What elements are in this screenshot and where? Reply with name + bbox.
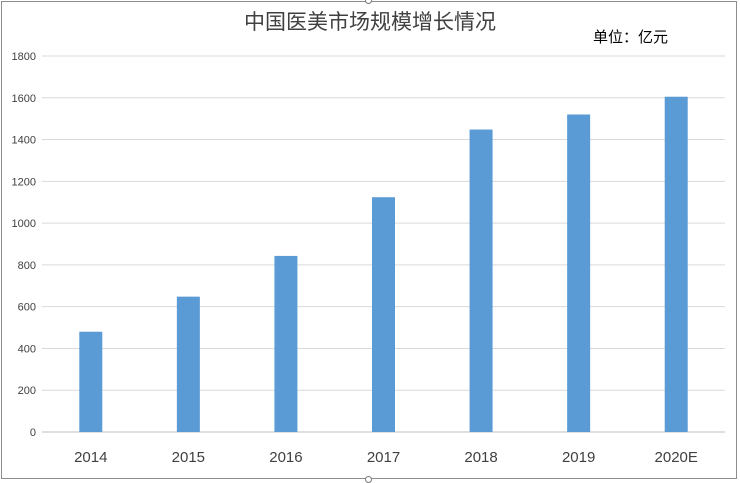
bar-2019 bbox=[567, 114, 591, 432]
y-tick-label: 800 bbox=[18, 260, 36, 272]
bar-2017 bbox=[372, 197, 395, 432]
y-tick-label: 200 bbox=[18, 385, 36, 397]
x-tick-label: 2016 bbox=[269, 449, 302, 466]
bar-2020E bbox=[664, 96, 688, 432]
x-tick-label: 2020E bbox=[655, 449, 698, 466]
bars bbox=[79, 96, 688, 433]
y-tick-labels: 0 200 400 600 800 1000 1200 1400 1600 1800 bbox=[12, 51, 36, 439]
y-tick-label: 1600 bbox=[12, 93, 36, 105]
chart-title: 中国医美市场规模增长情况 bbox=[244, 10, 496, 34]
x-tick-label: 2018 bbox=[464, 449, 497, 466]
bar-2018 bbox=[469, 129, 493, 433]
x-tick-label: 2019 bbox=[562, 449, 595, 466]
unit-label: 单位：亿元 bbox=[593, 28, 669, 46]
x-tick-label: 2015 bbox=[172, 449, 205, 466]
y-tick-label: 1400 bbox=[12, 135, 36, 147]
x-tick-labels: 2014 2015 2016 2017 2018 2019 2020E bbox=[74, 449, 698, 466]
x-tick-label: 2014 bbox=[74, 449, 107, 466]
y-tick-label: 1200 bbox=[12, 176, 36, 188]
x-tick-label: 2017 bbox=[367, 449, 400, 466]
y-tick-label: 1800 bbox=[12, 51, 36, 63]
bar-2015 bbox=[176, 296, 200, 432]
y-tick-label: 1000 bbox=[12, 218, 36, 230]
y-tick-label: 0 bbox=[30, 427, 36, 439]
bar-2014 bbox=[79, 331, 103, 432]
y-tick-label: 400 bbox=[18, 343, 36, 355]
y-tick-label: 600 bbox=[18, 302, 36, 314]
bar-2016 bbox=[274, 255, 298, 432]
resize-handle-top[interactable] bbox=[365, 0, 372, 4]
